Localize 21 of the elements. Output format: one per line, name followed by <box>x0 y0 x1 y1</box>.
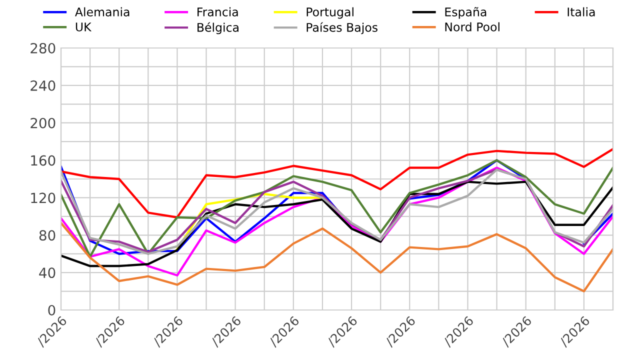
y-tick-label: 40 <box>39 268 56 278</box>
y-tick-label: 240 <box>30 80 56 91</box>
legend-label: Bélgica <box>198 22 238 34</box>
legend-label: Nord Pool <box>445 22 500 32</box>
y-tick-label: 0 <box>48 304 56 316</box>
legend-label: Países Bajos <box>306 22 378 34</box>
y-tick-label: 200 <box>30 118 56 128</box>
y-tick-label: 80 <box>39 230 56 241</box>
y-tick-label: 160 <box>31 155 56 166</box>
legend-label: Alemania <box>75 7 130 16</box>
line-series <box>61 148 613 218</box>
legend-label: España <box>445 7 486 19</box>
y-tick-label: 120 <box>31 192 56 204</box>
legend-label: UK <box>76 22 92 32</box>
legend-label: Francia <box>198 7 238 16</box>
line-series <box>61 180 613 268</box>
line-series <box>61 222 613 292</box>
line-series <box>61 166 613 276</box>
legend-label: Italia <box>568 7 595 16</box>
y-tick-label: 280 <box>30 42 56 54</box>
legend-label: Portugal <box>306 7 354 19</box>
